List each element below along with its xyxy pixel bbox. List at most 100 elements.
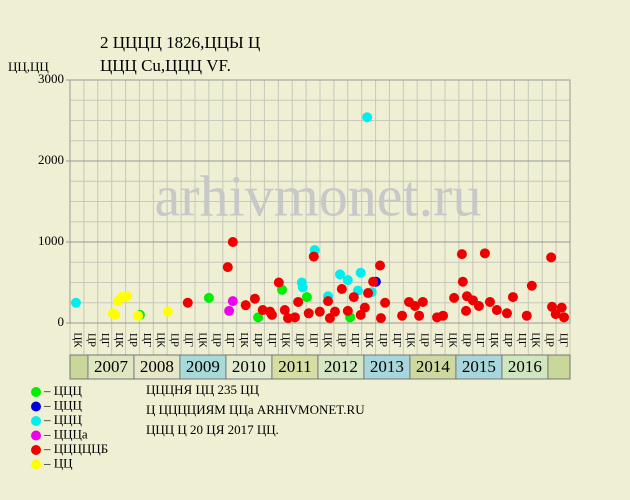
year-label: 2014 <box>416 357 451 376</box>
point <box>473 300 484 311</box>
quarter-label: ЦК <box>280 332 292 348</box>
quarter-label: ЦК <box>446 332 458 348</box>
year-cell <box>225 354 273 380</box>
point <box>414 310 425 321</box>
quarter-label: ЦР <box>377 333 389 347</box>
quarter-label: ЦГ <box>99 333 111 347</box>
point <box>362 112 373 123</box>
quarter-label: ЦК <box>196 332 208 348</box>
y-tick-label: 1000 <box>38 233 64 248</box>
legend-swatch <box>31 387 41 397</box>
point <box>297 282 308 293</box>
quarter-label: ЦР <box>502 333 514 347</box>
point <box>457 276 468 287</box>
year-label: 2010 <box>232 357 266 376</box>
legend-swatch <box>31 401 41 412</box>
quarter-label: ЦГ <box>558 333 570 347</box>
point <box>314 306 325 317</box>
legend-swatch <box>31 416 41 426</box>
point <box>491 305 502 316</box>
legend-label: – ЦЦЦ <box>43 397 83 412</box>
quarter-label: ЦГ <box>516 333 528 347</box>
quarter-label: ЦГ <box>433 333 445 347</box>
point <box>303 308 314 319</box>
point <box>122 291 133 302</box>
point <box>546 252 557 263</box>
year-label: 2007 <box>94 357 129 376</box>
legend-label: – ЦЦ <box>43 455 73 470</box>
point <box>253 312 264 323</box>
point <box>70 297 81 308</box>
legend-label: – ЦЦЦЦЦБ <box>43 441 108 456</box>
legend-swatch <box>31 445 41 455</box>
point <box>224 305 235 316</box>
quarter-label: ЦК <box>71 332 83 348</box>
year-cell <box>87 354 135 380</box>
quarter-label: ЦГ <box>349 333 361 347</box>
y-tick-label: 3000 <box>38 71 64 86</box>
point <box>355 309 366 320</box>
quarter-label: ЦГ <box>183 333 195 347</box>
quarter-label: ЦГ <box>141 333 153 347</box>
point <box>368 276 379 287</box>
title-line: 2 ЦЦЦЦ 1826,ЦЦЫ Ц <box>100 33 260 52</box>
quarter-label: ЦР <box>169 333 181 347</box>
point <box>162 306 173 317</box>
quarter-label: ЦР <box>252 333 264 347</box>
point <box>293 296 304 307</box>
note: ЦЦЦ Ц 20 ЦЯ 2017 ЦЦ. <box>146 422 279 437</box>
quarter-label: ЦК <box>155 332 167 348</box>
quarter-label: ЦР <box>544 333 556 347</box>
point <box>336 283 347 294</box>
point <box>479 248 490 259</box>
quarter-label: ЦГ <box>474 333 486 347</box>
quarter-label: ЦР <box>127 333 139 347</box>
note: ЦЦЦНЯ ЦЦ 235 ЦЦ <box>146 382 260 397</box>
point <box>380 297 391 308</box>
year-label: 2013 <box>370 357 404 376</box>
point <box>283 313 294 324</box>
point <box>301 292 312 303</box>
quarter-label: ЦК <box>405 332 417 348</box>
point <box>273 277 284 288</box>
point <box>323 296 334 307</box>
point <box>265 306 276 317</box>
legend-swatch <box>31 430 41 441</box>
y-tick-label: 0 <box>58 314 65 329</box>
point <box>240 300 251 311</box>
quarter-label: ЦК <box>530 332 542 348</box>
legend-label: – ЦЦЦ <box>43 412 83 427</box>
point <box>279 305 290 316</box>
year-label: 2008 <box>140 357 174 376</box>
point <box>227 296 238 307</box>
point <box>308 251 319 262</box>
year-label: 2012 <box>324 357 358 376</box>
point <box>461 305 472 316</box>
quarter-label: ЦК <box>113 332 125 348</box>
quarter-label: ЦР <box>419 333 431 347</box>
y-tick-label: 2000 <box>38 152 64 167</box>
point <box>249 293 260 304</box>
plot-frame <box>69 79 571 324</box>
point <box>397 310 408 321</box>
point <box>556 302 567 313</box>
point <box>449 292 460 303</box>
quarter-label: ЦГ <box>224 333 236 347</box>
year-cell <box>501 354 549 380</box>
quarter-label: ЦР <box>294 333 306 347</box>
year-label: 2009 <box>186 357 220 376</box>
quarter-label: ЦК <box>321 332 333 348</box>
point <box>203 292 214 303</box>
point <box>550 309 561 320</box>
quarter-label: ЦК <box>488 332 500 348</box>
point <box>507 292 518 303</box>
point <box>348 292 359 303</box>
point <box>375 260 386 271</box>
point <box>355 267 366 278</box>
point <box>417 296 428 307</box>
point <box>375 313 386 324</box>
point <box>438 310 449 321</box>
point <box>335 269 346 280</box>
y-axis-label: ЦЦ,ЦЦ <box>8 59 49 74</box>
